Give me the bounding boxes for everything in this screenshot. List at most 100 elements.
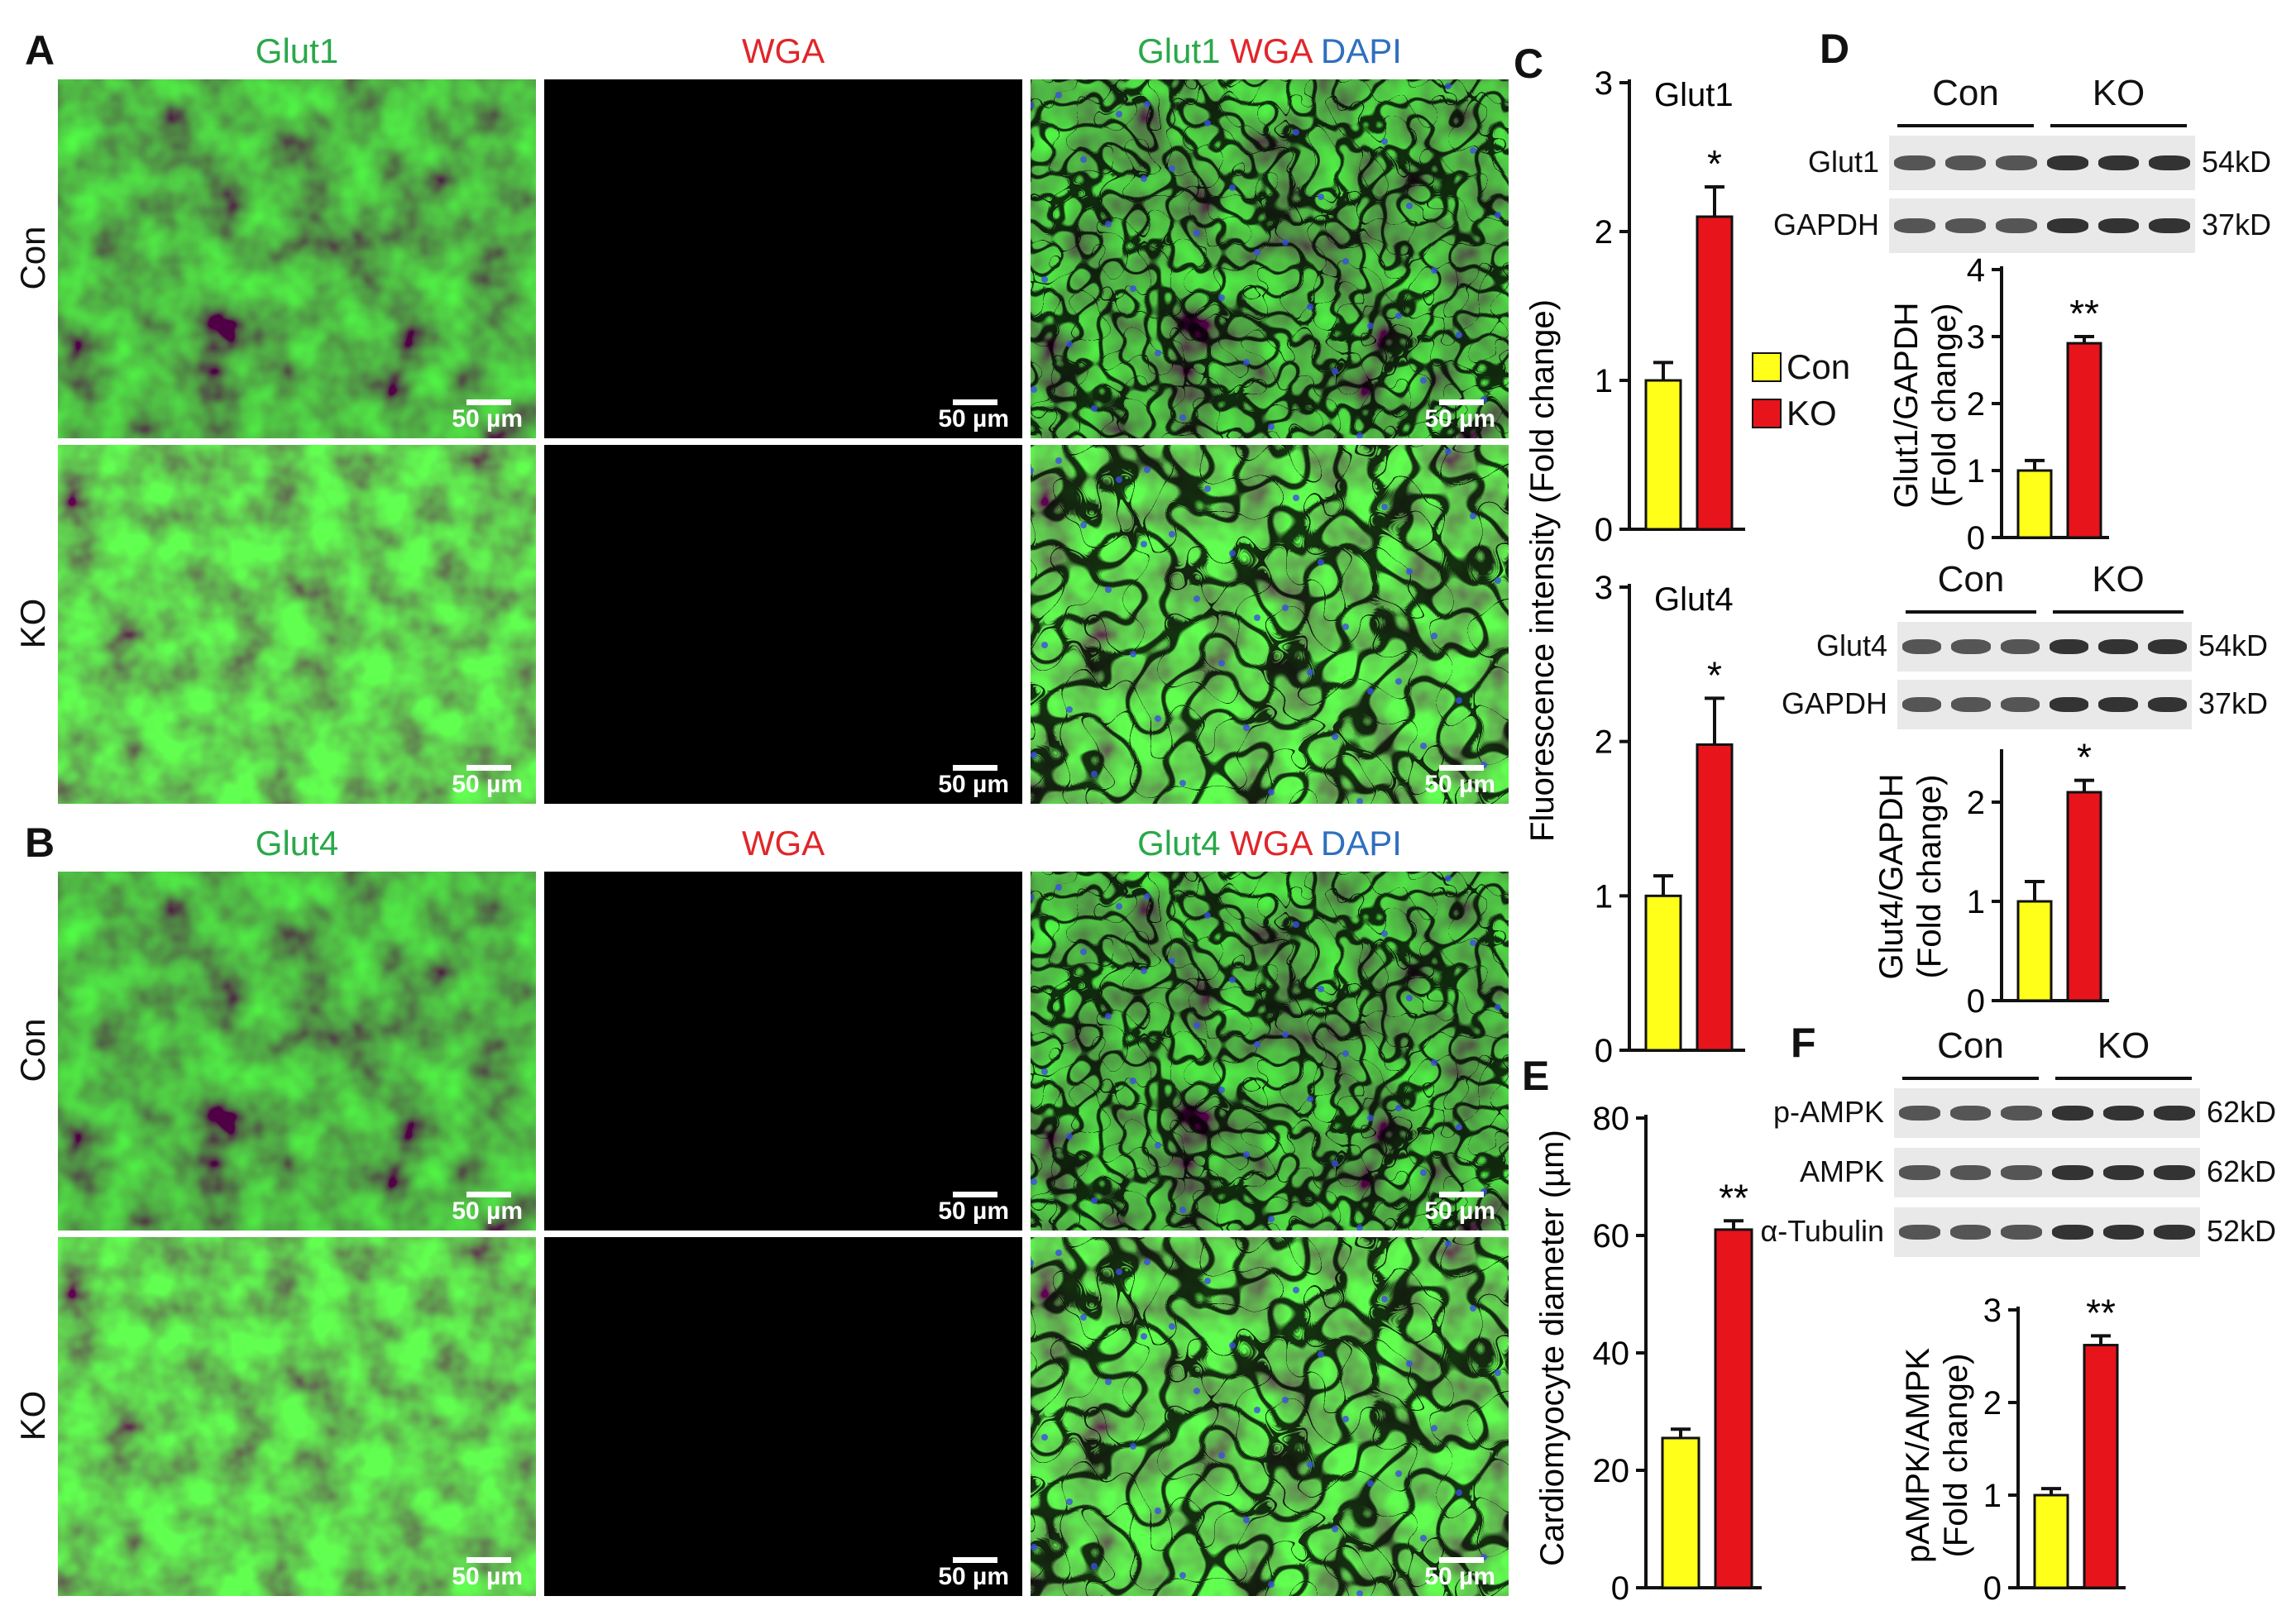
blot-band (2147, 639, 2187, 654)
blot-size-label: 62kD (2207, 1154, 2277, 1188)
panel-label-b: B (25, 820, 55, 866)
blot-band (2047, 155, 2088, 170)
dapi-nucleus (1218, 1087, 1225, 1093)
y-tick-label: 0 (1595, 1033, 1613, 1069)
blot-band (1951, 697, 1991, 712)
dapi-nucleus (1144, 466, 1150, 473)
blot-size-label: 54kD (2198, 628, 2269, 662)
dapi-nucleus (1445, 448, 1452, 455)
significance-marker: * (1707, 653, 1722, 696)
dapi-nucleus (1179, 1572, 1186, 1579)
y-axis-label: pAMPK/AMPK (1900, 1348, 1936, 1563)
dapi-nucleus (1495, 577, 1501, 584)
bar-ko (1714, 1228, 1753, 1589)
dapi-nucleus (1066, 341, 1073, 347)
dapi-nucleus (1445, 875, 1452, 882)
y-tick-label: 3 (1595, 65, 1613, 102)
blot-band (2001, 1225, 2042, 1240)
dapi-nucleus (1193, 1022, 1200, 1029)
blot-strip (1897, 622, 2192, 671)
wga-membrane (544, 79, 1022, 438)
micrograph-con-wga: 50 µm (544, 79, 1022, 438)
blot-band (1944, 218, 1987, 233)
blot-size-label: 54kD (2202, 145, 2272, 179)
micrograph-texture (544, 79, 1022, 438)
bar-ko (1696, 743, 1734, 1052)
blot-band (2147, 697, 2187, 712)
micrograph-texture (1031, 79, 1509, 438)
dapi-nucleus (1254, 249, 1260, 256)
dapi-nucleus (1445, 83, 1452, 89)
dapi-nucleus (1141, 1333, 1147, 1340)
blot-group-con: Con (1932, 73, 1999, 113)
y-tick-label: 2 (1595, 724, 1613, 761)
dapi-nucleus (1293, 495, 1299, 501)
dapi-nucleus (1130, 1078, 1136, 1084)
panel-label-c: C (1514, 41, 1544, 87)
dapi-nucleus (1495, 1369, 1501, 1376)
chart-c-y-axis-label: Fluorescence intensity (Fold change) (1524, 299, 1561, 842)
y-axis-label: Cardiomyocyte diameter (µm) (1534, 1130, 1571, 1566)
bar-con (1644, 379, 1682, 531)
dapi-nucleus (1318, 559, 1324, 566)
dapi-nucleus (1144, 893, 1150, 900)
dapi-nucleus (1420, 1169, 1427, 1176)
blot-row-label: GAPDH (1772, 208, 1879, 241)
dapi-nucleus (1456, 1489, 1462, 1496)
dapi-nucleus (1406, 995, 1413, 1001)
green-signal (58, 872, 536, 1231)
blot-band (2098, 639, 2138, 654)
dapi-nucleus (1116, 1269, 1122, 1275)
dapi-nucleus (1282, 605, 1289, 611)
y-tick-label: 0 (1967, 983, 1985, 1020)
blot-band (1949, 1225, 1992, 1240)
micrograph-con-glut1: 50 µm (58, 79, 536, 438)
y-tick-label: 2 (1983, 1385, 2002, 1422)
dapi-nucleus (1130, 651, 1136, 657)
blot-band (2149, 218, 2190, 233)
dapi-nucleus (1031, 894, 1034, 901)
dapi-nucleus (1031, 467, 1034, 474)
dapi-nucleus (1381, 1296, 1388, 1302)
micrograph-ko-glut1: 50 µm (58, 445, 536, 804)
y-tick-label: 20 (1593, 1453, 1630, 1489)
dapi-nucleus (1141, 175, 1147, 182)
y-tick-label: 1 (1967, 884, 1985, 920)
legend-swatch-con (1752, 352, 1782, 382)
dapi-nucleus (1055, 457, 1062, 464)
blot-band (1951, 639, 1991, 654)
blot-band (2050, 697, 2089, 712)
y-tick-label: 0 (1983, 1570, 2002, 1607)
scale-bar-label: 50 µm (1424, 1197, 1495, 1225)
dapi-nucleus (1356, 1225, 1363, 1231)
blot-band (2102, 1225, 2145, 1240)
micrograph-texture (58, 872, 536, 1231)
dapi-nucleus (1179, 414, 1186, 421)
blot-group-line (1897, 124, 2034, 127)
dapi-nucleus (1066, 1498, 1073, 1505)
micrograph-con-glut4: 50 µm (58, 872, 536, 1231)
dapi-nucleus (1105, 586, 1112, 593)
dapi-nucleus (1495, 212, 1501, 218)
dapi-nucleus (1066, 706, 1073, 713)
dapi-nucleus (1395, 1470, 1402, 1477)
micrograph-texture (544, 1237, 1022, 1596)
dapi-nucleus (1041, 1068, 1048, 1075)
blot-size-label: 37kD (2198, 686, 2269, 720)
chart-e: 0 20 40 60 80 ** Cardiomyocyte diameter (µm) (1534, 1101, 1762, 1607)
dapi-nucleus (1229, 550, 1236, 557)
row-label-con: Con (13, 1018, 52, 1082)
wga-membrane (1031, 1237, 1509, 1596)
merge-channel-wga: WGA (1220, 824, 1312, 863)
dapi-nucleus (1282, 1397, 1289, 1403)
blot-group-con: Con (1937, 1025, 2004, 1066)
dapi-nucleus (1066, 1133, 1073, 1140)
dapi-nucleus (1406, 203, 1413, 209)
merge-channel-glut4: Glut4 (1137, 824, 1221, 863)
dapi-nucleus (1091, 1563, 1098, 1570)
dapi-nucleus (1179, 780, 1186, 786)
blot-row-label: p-AMPK (1772, 1095, 1884, 1129)
blot-band (1899, 1106, 1940, 1121)
merge-channel-wga: WGA (1220, 31, 1312, 70)
scale-bar-label: 50 µm (938, 1197, 1009, 1225)
